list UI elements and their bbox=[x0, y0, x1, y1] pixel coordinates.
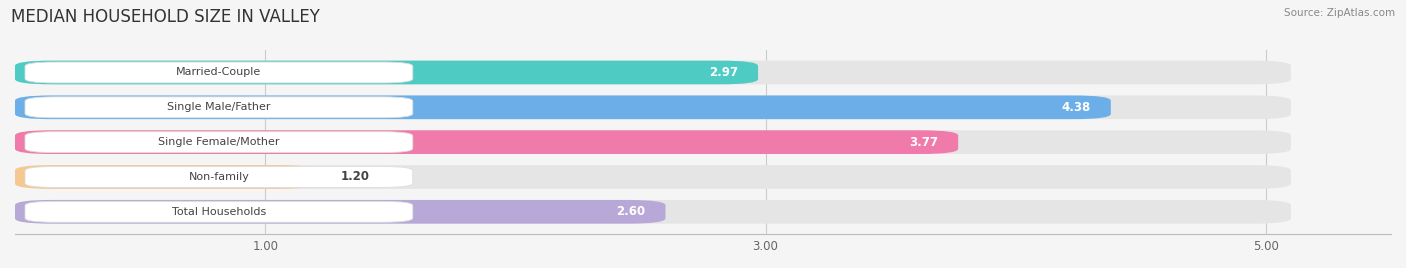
FancyBboxPatch shape bbox=[15, 165, 315, 189]
FancyBboxPatch shape bbox=[25, 62, 413, 83]
FancyBboxPatch shape bbox=[15, 165, 1291, 189]
FancyBboxPatch shape bbox=[15, 130, 957, 154]
Text: Total Households: Total Households bbox=[172, 207, 266, 217]
Text: 4.38: 4.38 bbox=[1062, 101, 1091, 114]
Text: Non-family: Non-family bbox=[188, 172, 249, 182]
FancyBboxPatch shape bbox=[25, 97, 413, 118]
Text: Married-Couple: Married-Couple bbox=[176, 68, 262, 77]
Text: 2.60: 2.60 bbox=[616, 205, 645, 218]
Text: Single Male/Father: Single Male/Father bbox=[167, 102, 270, 112]
FancyBboxPatch shape bbox=[25, 132, 413, 152]
Text: Single Female/Mother: Single Female/Mother bbox=[157, 137, 280, 147]
FancyBboxPatch shape bbox=[15, 61, 1291, 84]
FancyBboxPatch shape bbox=[15, 61, 758, 84]
FancyBboxPatch shape bbox=[15, 200, 1291, 224]
Text: MEDIAN HOUSEHOLD SIZE IN VALLEY: MEDIAN HOUSEHOLD SIZE IN VALLEY bbox=[11, 8, 321, 26]
FancyBboxPatch shape bbox=[15, 95, 1111, 119]
Text: 2.97: 2.97 bbox=[709, 66, 738, 79]
Text: 1.20: 1.20 bbox=[340, 170, 370, 184]
FancyBboxPatch shape bbox=[15, 130, 1291, 154]
FancyBboxPatch shape bbox=[25, 166, 413, 187]
FancyBboxPatch shape bbox=[15, 95, 1291, 119]
Text: Source: ZipAtlas.com: Source: ZipAtlas.com bbox=[1284, 8, 1395, 18]
FancyBboxPatch shape bbox=[15, 200, 665, 224]
Text: 3.77: 3.77 bbox=[910, 136, 938, 149]
FancyBboxPatch shape bbox=[25, 201, 413, 222]
